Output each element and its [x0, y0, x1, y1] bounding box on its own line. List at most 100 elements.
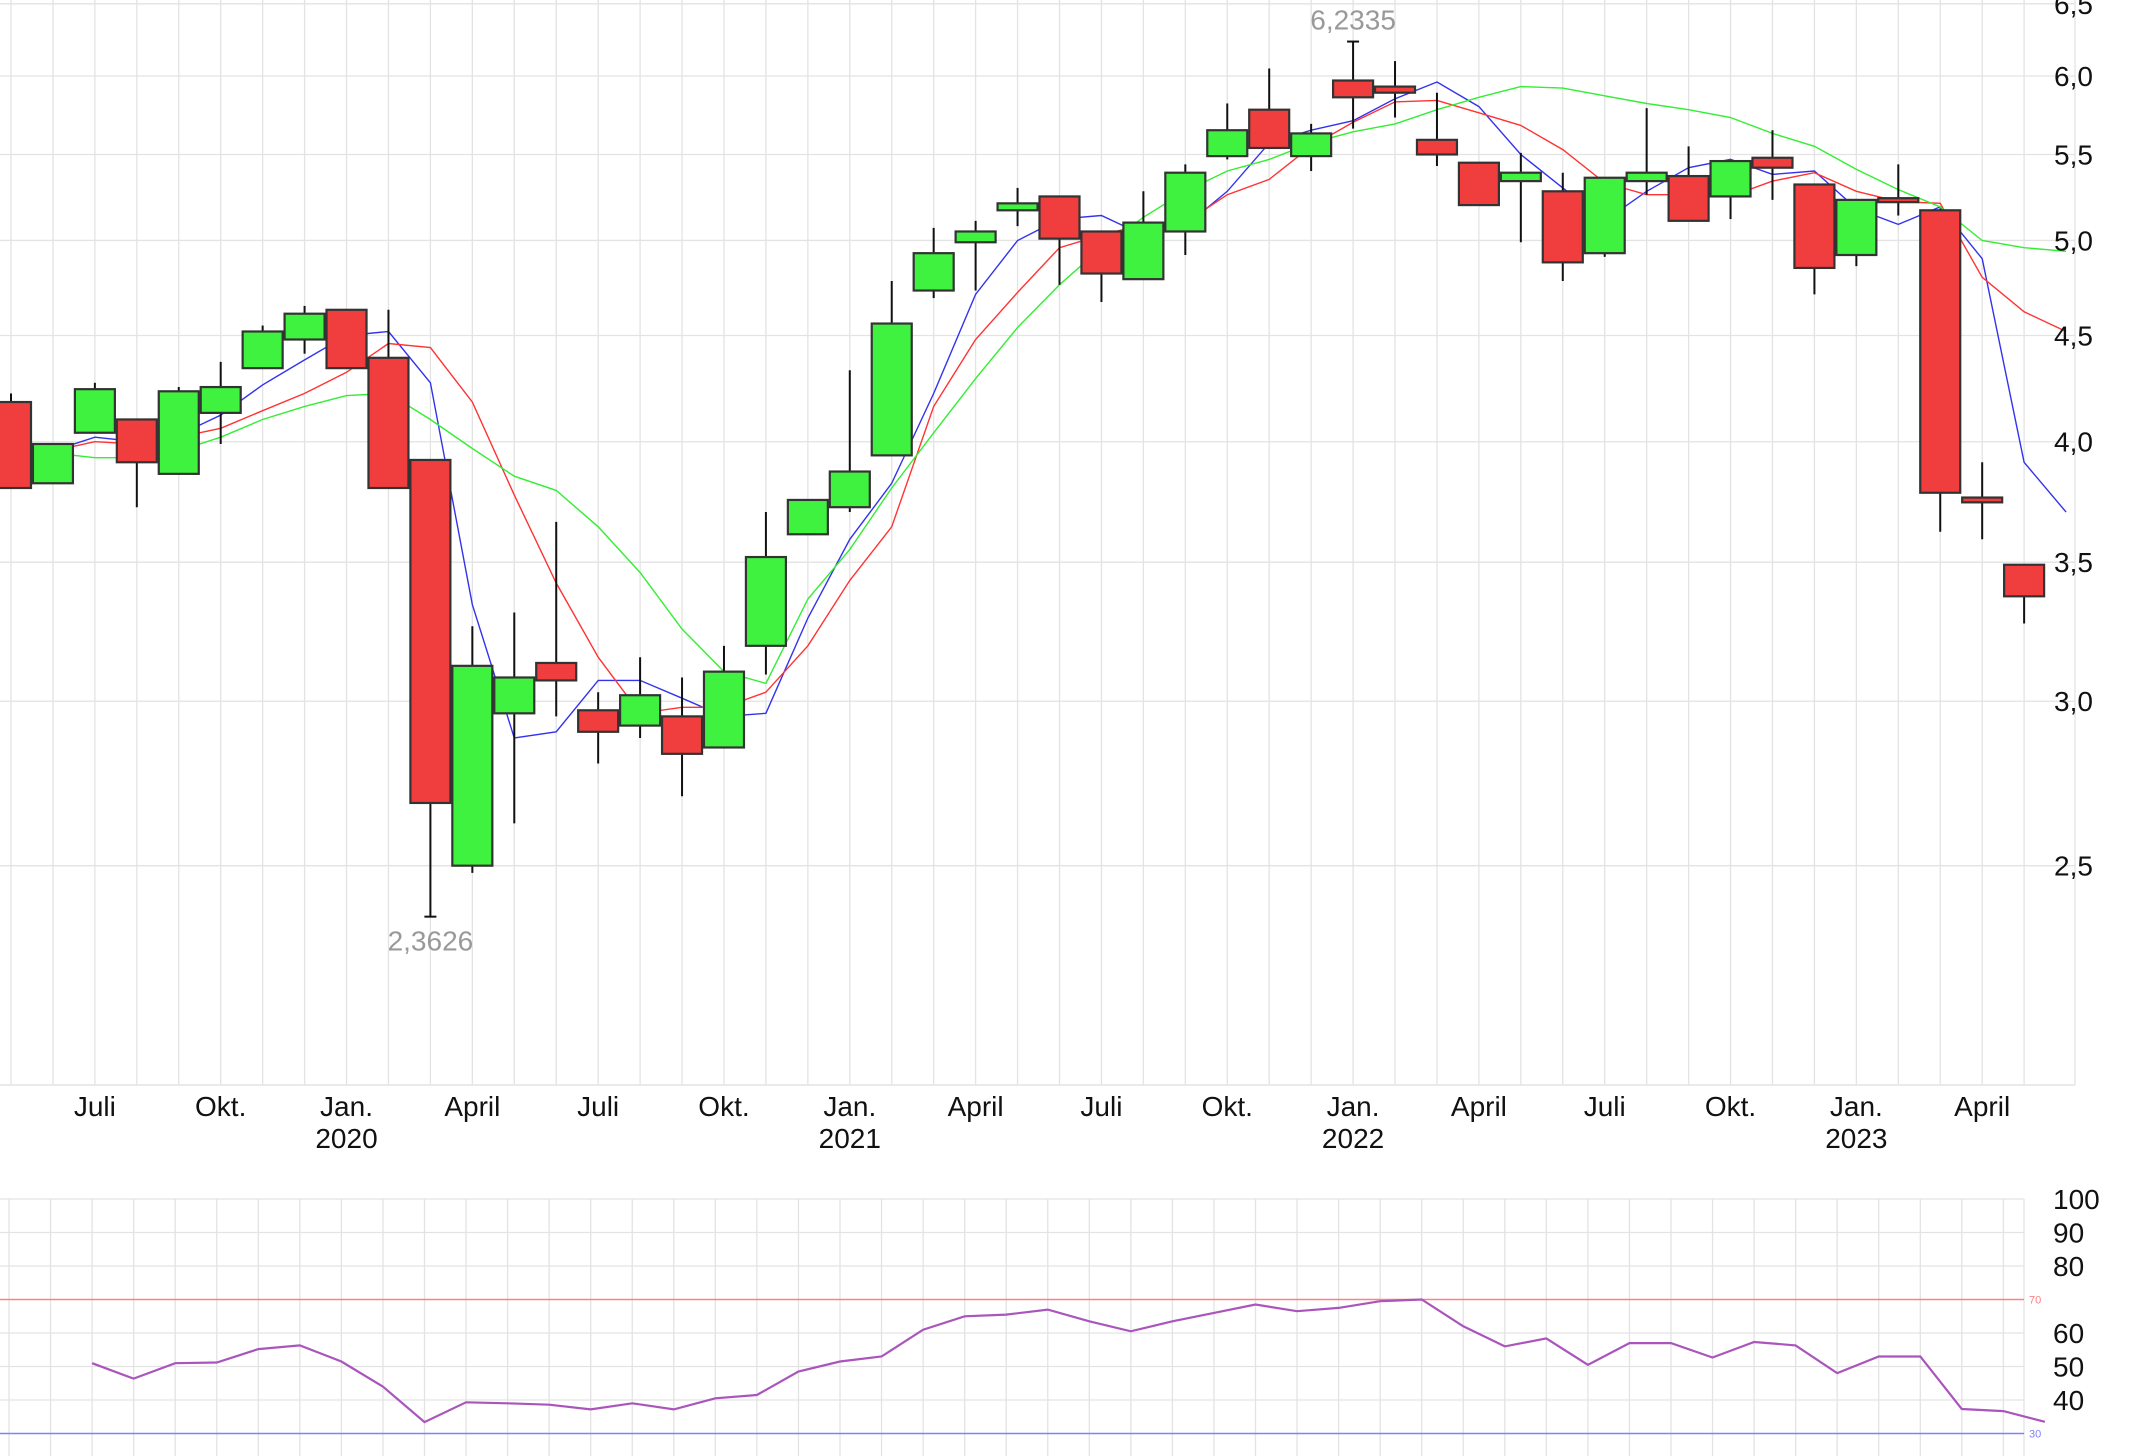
- candle-body-down: [1415, 138, 1459, 156]
- candle-body-up: [1583, 176, 1626, 255]
- candle-2021-11: [1248, 68, 1291, 150]
- rsi-y-tick-label: 50: [2053, 1352, 2084, 1383]
- candle-2020-12: [786, 498, 829, 536]
- x-tick-label: Juli: [1584, 1091, 1626, 1122]
- candle-2022-06: [1541, 172, 1584, 282]
- candle-2022-03: [1415, 92, 1459, 167]
- candle-body-up: [157, 390, 200, 475]
- x-tick-label: Okt.: [698, 1091, 749, 1122]
- candle-2019-05: [0, 393, 33, 490]
- candle-body-up: [1835, 198, 1878, 257]
- rsi-line: [91, 1298, 2046, 1424]
- candle-body-up: [828, 470, 871, 509]
- candle-2022-10: [1709, 159, 1752, 220]
- candle-2022-01: [1331, 41, 1375, 129]
- candle-2020-02: [367, 309, 410, 490]
- x-tick-label: Jan.: [1830, 1091, 1883, 1122]
- candle-body-up: [199, 385, 242, 414]
- candle-2020-11: [744, 512, 788, 675]
- candle-2020-10: [702, 645, 746, 749]
- x-year-label: 2020: [315, 1123, 377, 1154]
- y-tick-label: 6,5: [2054, 0, 2093, 20]
- candle-2021-01: [828, 370, 871, 513]
- y-tick-label: 3,0: [2054, 686, 2093, 717]
- candle-2019-09: [157, 387, 200, 475]
- candle-2022-04: [1457, 161, 1501, 207]
- rsi-chart-grid: [0, 1198, 2025, 1456]
- candle-2019-10: [199, 361, 242, 444]
- candle-2020-03: [409, 458, 452, 917]
- rsi-y-tick-label: 80: [2053, 1251, 2084, 1282]
- candle-2023-02: [1877, 164, 1920, 216]
- x-tick-label: April: [948, 1091, 1004, 1122]
- candle-body-up: [786, 498, 829, 536]
- candle-body-down: [1541, 190, 1584, 264]
- candle-body-down: [1331, 79, 1375, 99]
- x-tick-label: Jan.: [823, 1091, 876, 1122]
- candle-2020-04: [451, 626, 494, 873]
- candle-body-up: [1164, 171, 1207, 233]
- candle-body-down: [2003, 563, 2046, 598]
- candle-2019-07: [73, 382, 116, 434]
- candle-body-up: [451, 664, 494, 867]
- candle-2021-10: [1206, 103, 1249, 160]
- candle-body-up: [1206, 129, 1249, 158]
- candle-2020-08: [618, 657, 662, 739]
- candle-body-up: [73, 388, 116, 434]
- x-tick-label: Jan.: [1327, 1091, 1380, 1122]
- candle-body-up: [1709, 159, 1752, 198]
- candle-body-up: [702, 670, 746, 749]
- candle-body-down: [115, 418, 158, 464]
- candle-2022-08: [1625, 108, 1668, 195]
- candle-2020-05: [493, 612, 536, 824]
- x-tick-label: Okt.: [195, 1091, 246, 1122]
- extreme-value-annotations: 6,2335 2,3626: [388, 5, 1396, 957]
- candle-body-up: [1122, 221, 1165, 281]
- candle-2019-12: [283, 305, 326, 354]
- rsi-y-tick-label: 90: [2053, 1218, 2084, 1249]
- rsi-reference-lines: 70 30: [0, 1295, 2041, 1441]
- candle-2021-12: [1290, 123, 1333, 172]
- candle-2022-07: [1583, 176, 1626, 257]
- y-tick-label: 5,5: [2054, 139, 2093, 170]
- candle-body-up: [241, 330, 284, 370]
- candle-body-up: [618, 694, 662, 727]
- candle-body-up: [1290, 132, 1333, 158]
- rsi-y-tick-label: 60: [2053, 1318, 2084, 1349]
- x-tick-label: Okt.: [1202, 1091, 1253, 1122]
- x-tick-label: Juli: [1080, 1091, 1122, 1122]
- candle-2021-09: [1164, 164, 1207, 256]
- candle-2019-08: [115, 418, 158, 508]
- x-tick-label: April: [1954, 1091, 2010, 1122]
- candle-body-down: [325, 308, 368, 370]
- candle-body-up: [31, 442, 75, 485]
- candle-body-up: [996, 202, 1039, 212]
- candle-body-down: [535, 661, 578, 682]
- candle-body-up: [283, 312, 326, 341]
- candle-2021-03: [912, 227, 955, 299]
- y-tick-label: 6,0: [2054, 61, 2093, 92]
- candle-2021-06: [1038, 195, 1081, 285]
- candle-body-up: [1625, 171, 1668, 183]
- candle-body-up: [744, 555, 788, 647]
- y-tick-label: 2,5: [2054, 851, 2093, 882]
- candle-body-down: [1793, 183, 1836, 270]
- low-annotation: 2,3626: [388, 926, 474, 957]
- y-tick-label: 3,5: [2054, 547, 2093, 578]
- candle-body-down: [1877, 197, 1920, 204]
- candle-2021-04: [954, 220, 997, 291]
- candle-2022-02: [1373, 61, 1417, 118]
- rsi-reference-label-30: 30: [2029, 1429, 2041, 1441]
- candle-2020-07: [577, 692, 620, 764]
- candle-2022-11: [1751, 130, 1794, 200]
- candle-body-up: [912, 252, 955, 292]
- candle-2022-09: [1667, 146, 1710, 222]
- rsi-y-tick-label: 40: [2053, 1385, 2084, 1416]
- candle-body-down: [1038, 195, 1081, 240]
- candle-2021-05: [996, 187, 1039, 227]
- x-tick-label: Okt.: [1705, 1091, 1756, 1122]
- x-year-label: 2023: [1825, 1123, 1887, 1154]
- candle-body-up: [1499, 171, 1542, 183]
